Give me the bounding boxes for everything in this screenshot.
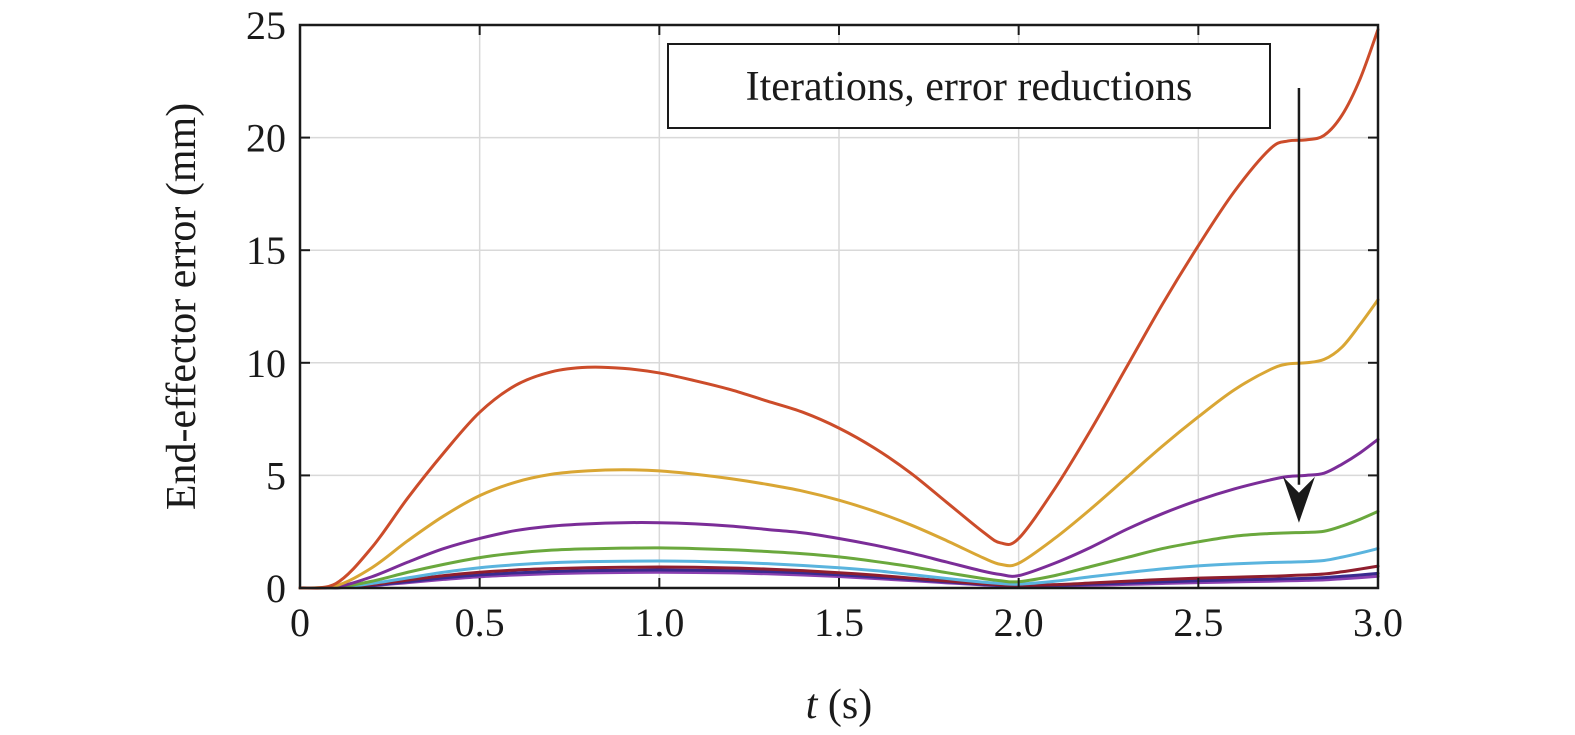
y-grid-lines xyxy=(300,136,1378,477)
x-tick-label: 0 xyxy=(290,600,310,645)
series-line-4 xyxy=(298,509,1380,590)
annotation-text: Iterations, error reductions xyxy=(746,64,1193,110)
y-tick-label: 10 xyxy=(246,341,286,386)
series-line-1 xyxy=(298,28,1380,590)
annotation-box xyxy=(667,43,1271,129)
series-line-3 xyxy=(298,437,1380,590)
x-tick-labels: 0 0.5 1.0 1.5 2.0 2.5 3.0 xyxy=(290,600,1403,645)
y-tick-label: 0 xyxy=(266,566,286,611)
x-tick-label: 3.0 xyxy=(1353,600,1403,645)
x-tick-label: 2.0 xyxy=(994,600,1044,645)
annotation-arrow-head xyxy=(1282,476,1315,523)
series-line-5 xyxy=(298,547,1380,590)
y-axis-label: End-effector error (mm) xyxy=(159,103,205,510)
series-line-2 xyxy=(298,298,1380,590)
y-tick-label: 20 xyxy=(246,116,286,161)
annotation: Iterations, error reductions xyxy=(667,43,1315,523)
y-tick-label: 25 xyxy=(246,3,286,48)
x-tick-label: 0.5 xyxy=(455,600,505,645)
x-tick-label: 1.5 xyxy=(814,600,864,645)
y-tick-labels: 0 5 10 15 20 25 xyxy=(246,3,286,611)
series-line-6 xyxy=(298,564,1380,590)
x-tick-label: 2.5 xyxy=(1173,600,1223,645)
axis-ticks xyxy=(299,24,1379,589)
x-axis-label-unit: (s) xyxy=(817,682,872,728)
y-tick-label: 5 xyxy=(266,453,286,498)
series-lines xyxy=(298,28,1380,590)
y-tick-label: 15 xyxy=(246,228,286,273)
x-tick-label: 1.0 xyxy=(634,600,684,645)
x-axis-label: t (s) xyxy=(806,682,873,728)
x-axis-label-italic: t xyxy=(806,682,819,728)
